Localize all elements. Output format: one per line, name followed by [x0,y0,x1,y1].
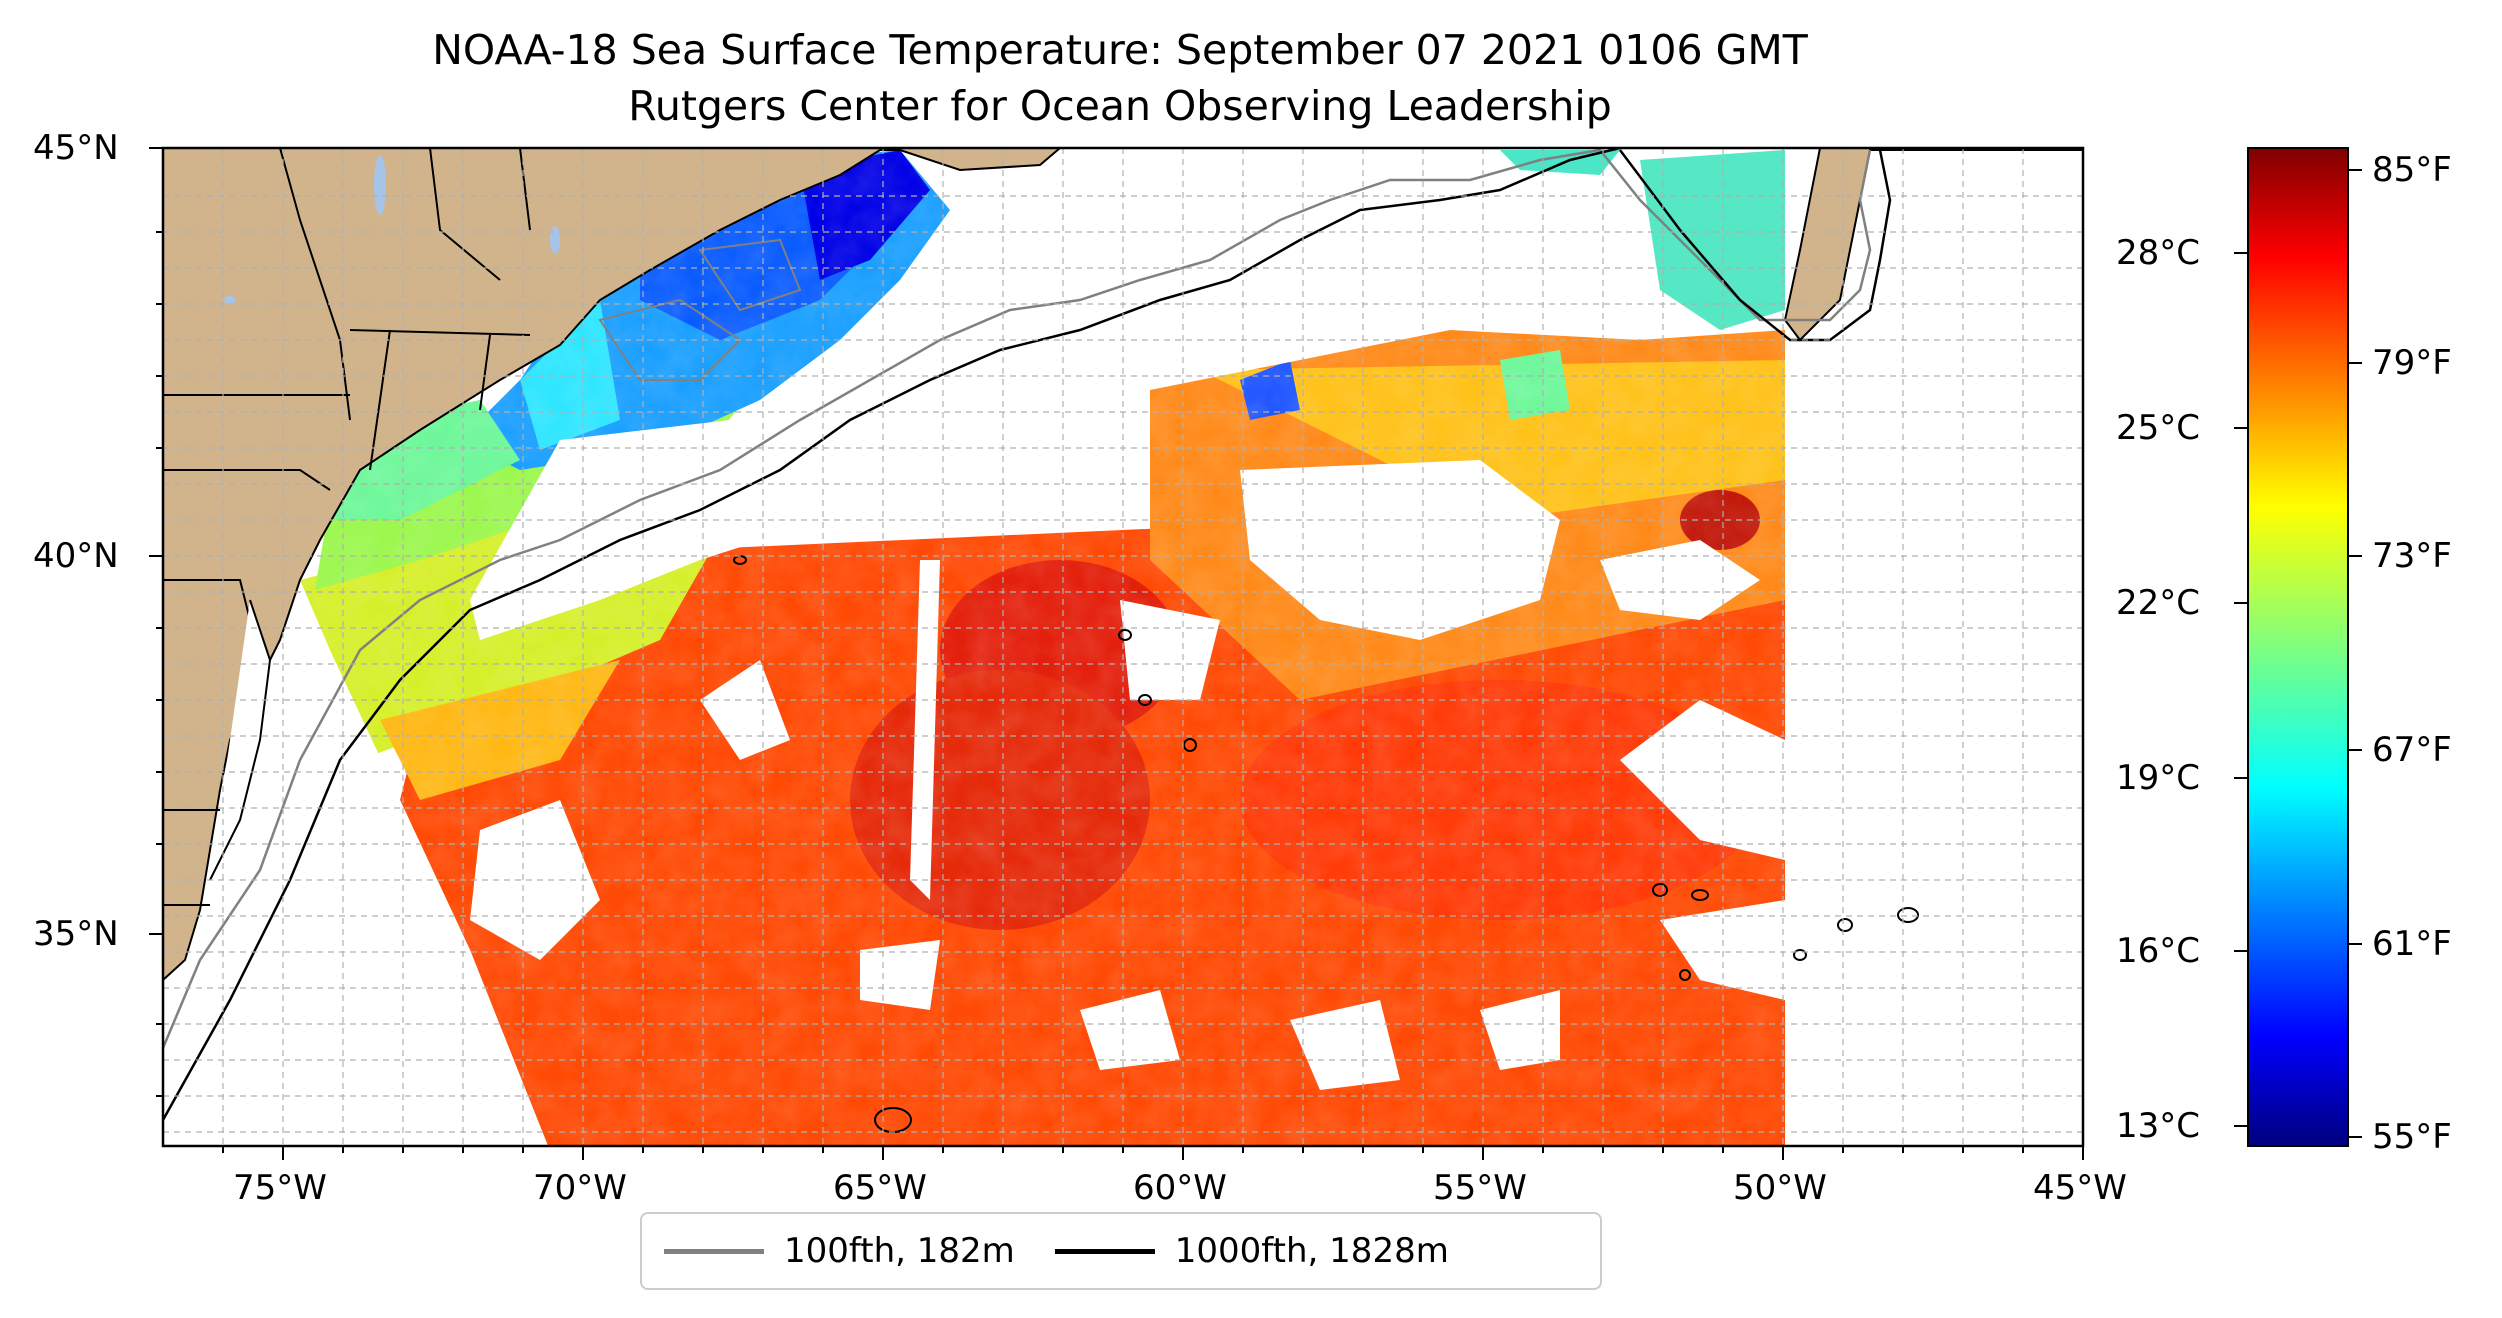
colorbar-ticks [2234,169,2362,1138]
legend-swatch-1000fth [1054,1248,1155,1254]
colorbar-celsius-label: 16°C [2116,931,2201,971]
state-borders [163,148,531,906]
colorbar-fahrenheit-label: 79°F [2372,343,2452,383]
legend-swatch-100fth [664,1248,764,1254]
gridlines [163,148,2083,1146]
contour-legend: 100fth, 182m 1000fth, 1828m [640,1212,1602,1290]
map-subtitle: Rutgers Center for Ocean Observing Leade… [628,82,1612,130]
colorbar-fahrenheit-label: 61°F [2372,924,2452,964]
colorbar-fahrenheit-label: 67°F [2372,730,2452,770]
colorbar-celsius-label: 13°C [2116,1106,2201,1146]
lon-tick-label: 60°W [1133,1168,1227,1208]
seamounts [733,555,1919,1133]
colorbar-celsius-label: 25°C [2116,408,2201,448]
legend-label: 1000fth, 1828m [1174,1231,1449,1271]
legend-label: 100fth, 182m [784,1231,1015,1271]
lon-tick-label: 50°W [1733,1168,1827,1208]
colorbar-fahrenheit-label: 73°F [2372,536,2452,576]
colorbar [2247,147,2349,1147]
lon-tick-label: 75°W [233,1168,327,1208]
colorbar-celsius-label: 19°C [2116,758,2201,798]
lon-tick-label: 45°W [2033,1168,2127,1208]
legend-item-100fth: 100fth, 182m [664,1231,1015,1271]
axis-ticks [149,147,2084,1160]
colorbar-fahrenheit-label: 85°F [2372,150,2452,190]
colorbar-celsius-label: 28°C [2116,233,2201,273]
lat-tick-label: 40°N [33,536,119,576]
legend-item-1000fth: 1000fth, 1828m [1054,1231,1449,1271]
lat-tick-label: 35°N [33,914,119,954]
contour-100fth [163,148,1872,1049]
colorbar-fahrenheit-label: 55°F [2372,1117,2452,1157]
colorbar-celsius-label: 22°C [2116,583,2201,623]
lat-tick-label: 45°N [33,128,119,168]
lon-tick-label: 70°W [533,1168,627,1208]
map-title: NOAA-18 Sea Surface Temperature: Septemb… [432,26,1808,74]
lon-tick-label: 55°W [1433,1168,1527,1208]
lon-tick-label: 65°W [833,1168,927,1208]
